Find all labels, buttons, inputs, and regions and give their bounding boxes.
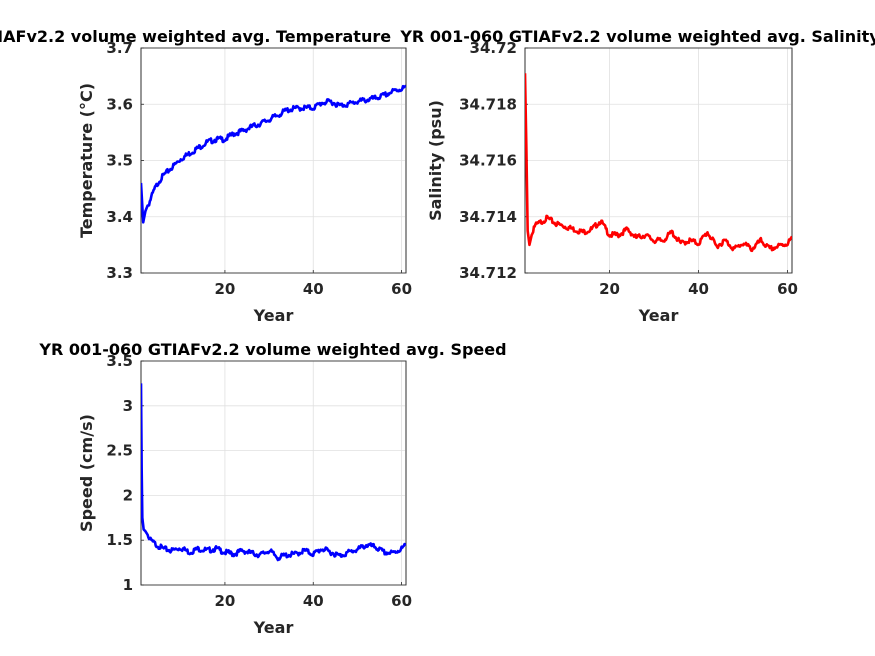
y-tick-label: 3.3 xyxy=(106,264,133,282)
chart-title: YR 001-060 GTIAFv2.2 volume weighted avg… xyxy=(399,27,875,46)
x-axis-label: Year xyxy=(253,306,294,325)
x-tick-label: 40 xyxy=(303,592,324,610)
series-line xyxy=(525,73,792,253)
y-tick-label: 34.716 xyxy=(459,152,517,170)
y-tick-label: 34.714 xyxy=(459,208,517,226)
y-tick-label: 2 xyxy=(123,486,133,504)
y-tick-label: 1 xyxy=(123,576,133,594)
x-tick-label: 60 xyxy=(391,280,412,298)
chart-title: YR 001-060 GTIAFv2.2 volume weighted avg… xyxy=(38,340,506,359)
x-tick-label: 20 xyxy=(214,592,235,610)
x-tick-label: 60 xyxy=(391,592,412,610)
y-axis-label: Speed (cm/s) xyxy=(77,414,96,532)
y-axis-label: Temperature (°C) xyxy=(77,83,96,238)
series-line xyxy=(141,383,406,562)
y-tick-label: 1.5 xyxy=(106,531,133,549)
x-axis-label: Year xyxy=(253,618,294,637)
y-tick-label: 3.5 xyxy=(106,152,133,170)
axes-frame xyxy=(140,47,407,274)
y-tick-label: 3.5 xyxy=(106,352,133,370)
y-tick-label: 3.6 xyxy=(106,95,133,113)
axes-frame xyxy=(524,47,793,274)
y-tick-label: 34.72 xyxy=(470,39,517,57)
y-axis-label: Salinity (psu) xyxy=(426,100,445,221)
y-tick-label: 3.7 xyxy=(106,39,133,57)
y-tick-label: 34.718 xyxy=(459,95,517,113)
y-tick-label: 3 xyxy=(123,397,133,415)
x-tick-label: 20 xyxy=(214,280,235,298)
x-tick-label: 20 xyxy=(599,280,620,298)
chart-title: YR 001-060 GTIAFv2.2 volume weighted avg… xyxy=(0,27,391,46)
x-tick-label: 60 xyxy=(777,280,798,298)
chart-0: 20 40 60 3.3 3.4 3.5 3.6 3.7YR 001-060 GTIAFv2.… xyxy=(0,27,412,325)
chart-2: 20 40 60 1 1.5 2 2.5 3 3.5YR 001-060 GTIAFv2.2 v… xyxy=(38,340,506,637)
series-line xyxy=(141,84,406,224)
y-tick-label: 3.4 xyxy=(106,208,133,226)
x-tick-label: 40 xyxy=(688,280,709,298)
x-tick-label: 40 xyxy=(303,280,324,298)
x-axis-label: Year xyxy=(638,306,679,325)
y-tick-label: 34.712 xyxy=(459,264,517,282)
y-tick-label: 2.5 xyxy=(106,442,133,460)
